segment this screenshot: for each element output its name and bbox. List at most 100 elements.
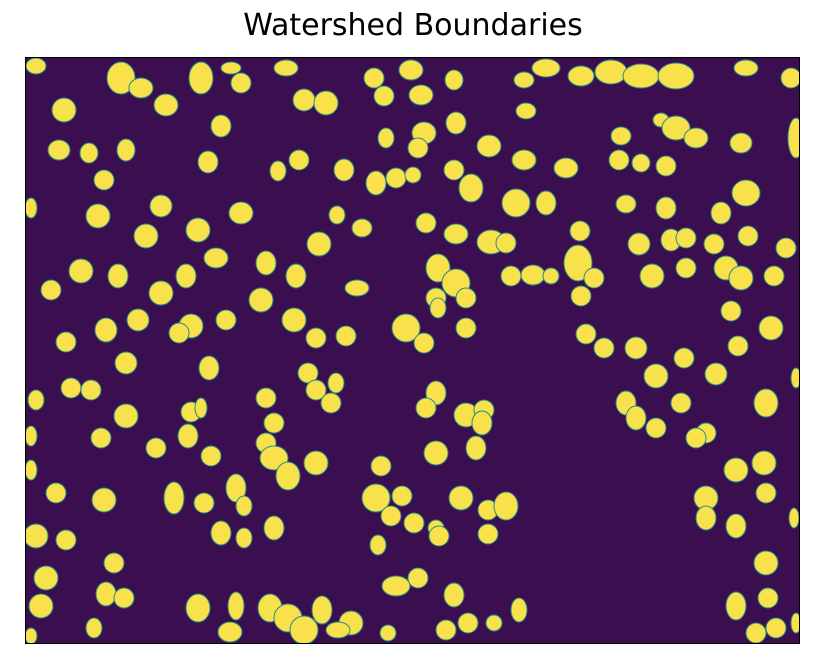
blob <box>269 160 287 182</box>
blob <box>385 167 407 189</box>
blob <box>306 231 332 257</box>
blob <box>476 134 502 158</box>
blob <box>380 505 402 527</box>
blob <box>645 417 667 439</box>
blob <box>655 196 677 220</box>
figure-title: Watershed Boundaries <box>243 8 583 43</box>
blob <box>230 72 252 94</box>
blob <box>363 67 385 89</box>
blob <box>435 619 457 641</box>
blob <box>444 69 464 91</box>
blob <box>790 367 799 389</box>
blob <box>40 279 62 301</box>
blob <box>415 212 437 234</box>
blob <box>106 61 136 95</box>
blob <box>148 280 174 306</box>
blob <box>625 405 647 431</box>
blob <box>415 397 437 419</box>
blob <box>500 265 522 287</box>
blob <box>235 495 253 517</box>
blob <box>593 337 615 359</box>
blob <box>94 317 118 343</box>
blob <box>728 265 754 291</box>
blob <box>675 227 697 249</box>
blob <box>26 58 47 75</box>
blob <box>303 450 329 476</box>
blob <box>305 327 327 349</box>
segmentation-image <box>26 58 799 643</box>
blob <box>733 59 759 77</box>
blob <box>404 166 422 184</box>
blob <box>27 389 45 411</box>
blob <box>275 461 301 491</box>
blob <box>60 377 82 399</box>
blob <box>377 127 395 149</box>
blob <box>757 587 779 609</box>
blob <box>727 335 749 357</box>
blob <box>55 529 77 551</box>
blob <box>443 582 465 608</box>
blob <box>126 308 150 332</box>
blob <box>313 90 339 116</box>
blob <box>220 61 242 75</box>
blob <box>263 515 285 541</box>
blob <box>93 169 115 191</box>
blob <box>753 388 779 418</box>
blob <box>197 150 219 174</box>
blob-layer <box>26 58 799 643</box>
blob <box>26 523 49 549</box>
blob <box>248 287 274 313</box>
blob <box>610 126 632 146</box>
blob <box>567 65 595 87</box>
blob <box>501 188 531 218</box>
blob <box>327 372 345 394</box>
blob <box>575 323 597 345</box>
blob <box>655 155 677 177</box>
blob <box>185 593 211 623</box>
blob <box>28 593 54 619</box>
blob <box>471 410 493 436</box>
blob <box>365 170 387 196</box>
blob <box>328 205 346 225</box>
blob <box>765 617 787 639</box>
blob <box>725 591 747 621</box>
blob <box>369 534 387 556</box>
blob <box>285 263 307 289</box>
blob <box>458 173 484 203</box>
blob <box>683 127 709 149</box>
blob <box>379 624 397 642</box>
blob <box>145 437 167 459</box>
blob <box>149 194 173 218</box>
blob <box>398 59 424 81</box>
blob <box>657 62 695 90</box>
blob <box>185 217 211 243</box>
blob <box>531 58 561 78</box>
blob <box>407 137 429 159</box>
blob <box>685 427 707 449</box>
blob <box>305 379 327 401</box>
blob <box>429 297 447 319</box>
blob <box>763 265 785 287</box>
blob <box>423 440 449 466</box>
blob <box>188 61 214 95</box>
blob <box>217 621 243 643</box>
blob <box>113 587 135 609</box>
blob <box>228 201 254 225</box>
blob <box>731 179 761 207</box>
blob <box>225 473 247 503</box>
blob <box>361 483 391 513</box>
blob <box>535 190 557 216</box>
blob <box>194 397 208 419</box>
blob <box>570 285 592 307</box>
blob <box>643 363 669 389</box>
blob <box>510 597 528 623</box>
blob <box>26 197 38 219</box>
blob <box>235 527 253 549</box>
blob <box>288 149 310 171</box>
blob <box>443 223 469 245</box>
blob <box>710 201 732 225</box>
blob <box>608 149 630 171</box>
blob <box>704 362 728 386</box>
blob <box>297 362 319 384</box>
blob <box>445 111 467 135</box>
